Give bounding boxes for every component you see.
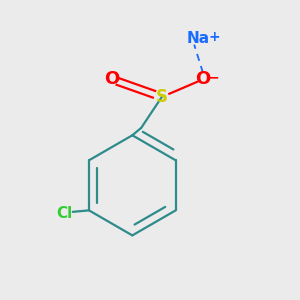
Text: Cl: Cl [56,206,72,221]
Text: O: O [104,70,119,88]
Text: O: O [195,70,211,88]
Text: +: + [209,30,220,44]
Text: Na: Na [187,31,210,46]
Text: −: − [208,71,219,85]
Text: S: S [156,88,168,106]
